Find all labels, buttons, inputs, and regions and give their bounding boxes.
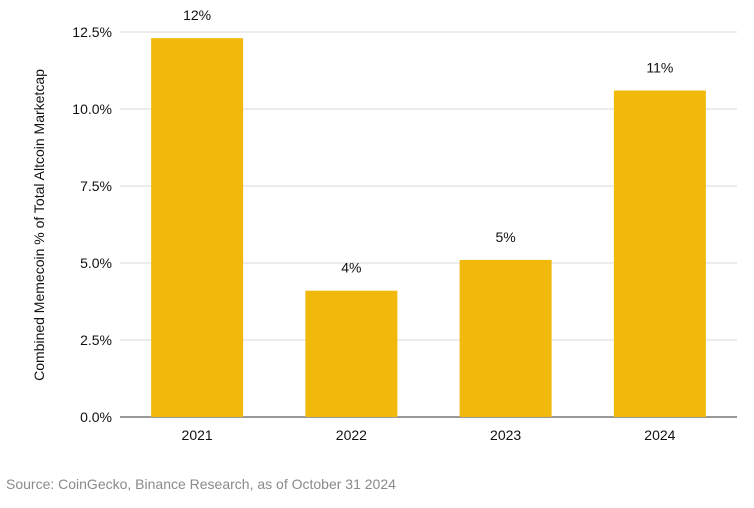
- data-label-2021: 12%: [183, 7, 211, 23]
- x-tick-label: 2021: [182, 427, 213, 443]
- data-label-2022: 4%: [341, 260, 361, 276]
- y-axis-ticks: 0.0% 2.5% 5.0% 7.5% 10.0% 12.5%: [72, 24, 112, 425]
- y-tick-label: 5.0%: [80, 255, 112, 271]
- y-tick-label: 10.0%: [72, 101, 112, 117]
- y-tick-label: 0.0%: [80, 409, 112, 425]
- x-tick-label: 2022: [336, 427, 367, 443]
- data-label-2024: 11%: [646, 60, 673, 76]
- data-labels: 12% 4% 5% 11%: [183, 7, 673, 276]
- y-axis-label: Combined Memecoin % of Total Altcoin Mar…: [31, 69, 47, 381]
- data-label-2023: 5%: [496, 229, 516, 245]
- bars: [151, 38, 706, 418]
- bar-2024: [613, 90, 706, 418]
- y-tick-label: 7.5%: [80, 178, 112, 194]
- bar-2023: [459, 259, 552, 417]
- bar-2021: [151, 38, 244, 417]
- x-tick-label: 2023: [490, 427, 521, 443]
- bar-2022: [305, 290, 398, 417]
- x-tick-label: 2024: [644, 427, 675, 443]
- y-tick-label: 12.5%: [72, 24, 112, 40]
- y-tick-label: 2.5%: [80, 332, 112, 348]
- x-axis-ticks: 2021 2022 2023 2024: [182, 427, 676, 443]
- source-note: Source: CoinGecko, Binance Research, as …: [6, 476, 396, 492]
